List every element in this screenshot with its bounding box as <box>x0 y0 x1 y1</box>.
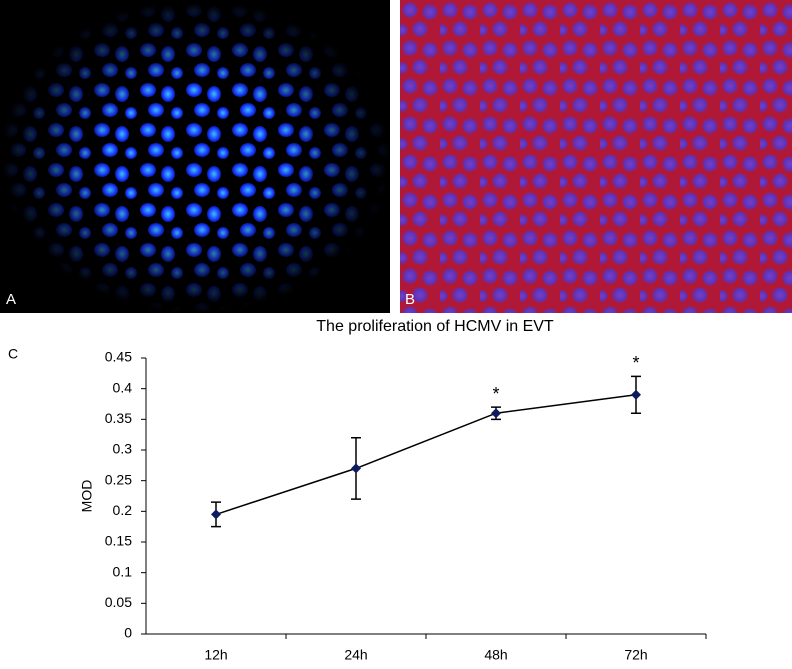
image-b <box>400 0 792 313</box>
y-tick-label: 0.15 <box>105 533 132 549</box>
significance-label: * <box>632 353 639 373</box>
significance-label: * <box>492 384 499 404</box>
y-tick-label: 0.25 <box>105 471 132 487</box>
panel-label: B <box>405 291 415 308</box>
line <box>215 394 637 516</box>
x-tick-label: 72h <box>624 647 647 663</box>
panel-label: A <box>6 291 16 308</box>
y-tick-label: 0.05 <box>105 594 132 610</box>
y-tick-label: 0.3 <box>113 441 133 457</box>
image-a-vignette <box>0 0 390 313</box>
marker <box>351 463 361 474</box>
marker <box>211 509 221 520</box>
marker <box>491 408 501 419</box>
y-tick-label: 0.45 <box>105 349 132 365</box>
x-tick-label: 12h <box>204 647 227 663</box>
x-tick-label: 24h <box>344 647 367 663</box>
marker <box>631 389 641 400</box>
chart-title: The proliferation of HCMV in EVT <box>316 318 554 335</box>
y-axis-label: MOD <box>79 480 95 513</box>
y-tick-label: 0.1 <box>113 563 133 579</box>
panel-label: C <box>8 346 18 362</box>
y-tick-label: 0.4 <box>113 379 133 395</box>
y-tick-label: 0.35 <box>105 410 132 426</box>
x-tick-label: 48h <box>484 647 507 663</box>
y-tick-label: 0 <box>124 625 132 641</box>
y-tick-label: 0.2 <box>113 502 133 518</box>
